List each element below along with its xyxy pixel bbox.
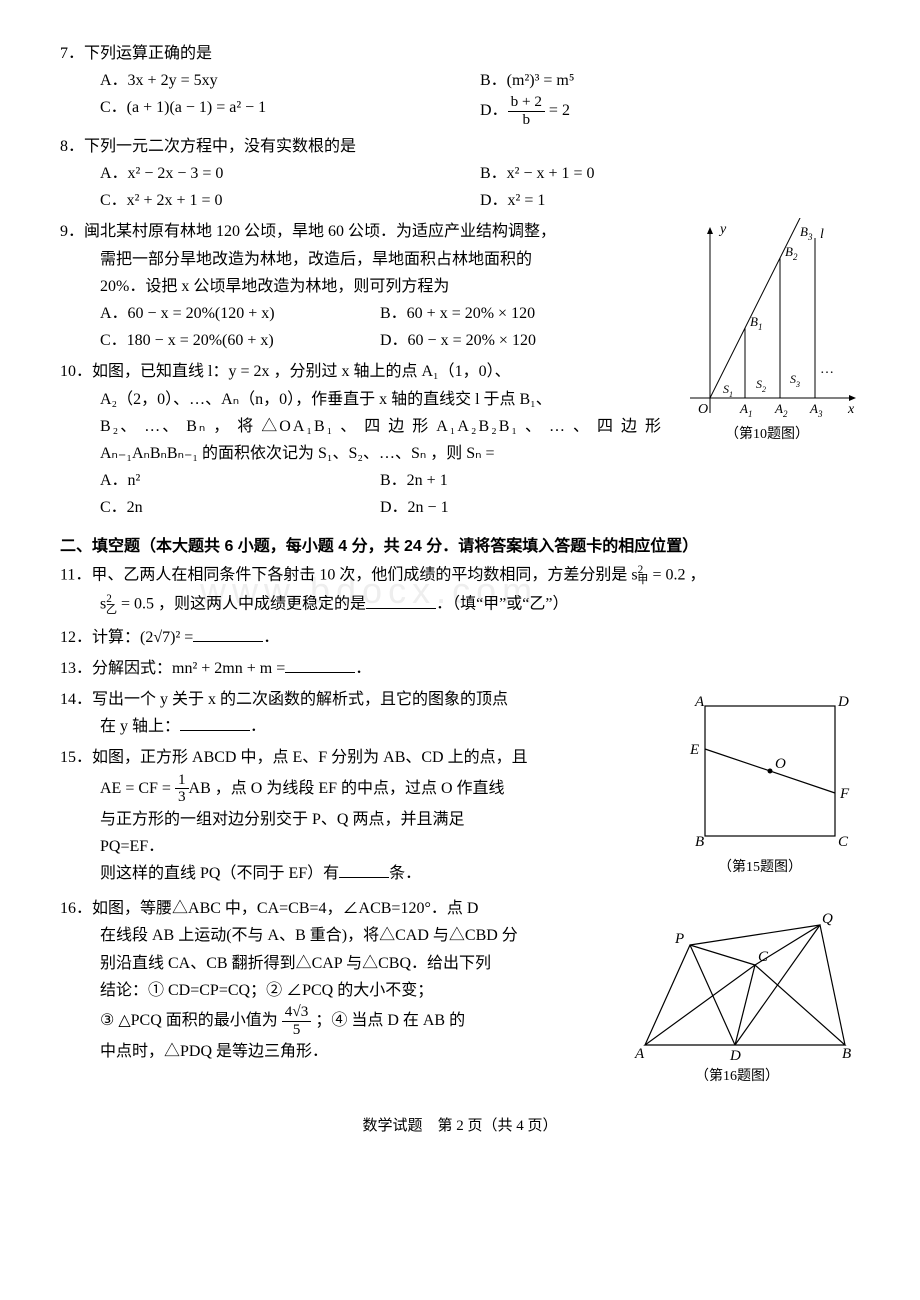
q9-opt-b: B．60 + x = 20% × 120	[380, 300, 660, 327]
question-7: 7．下列运算正确的是 A．3x + 2y = 5xy B．(m²)³ = m⁵ …	[60, 40, 860, 129]
question-13: 13．分解因式：mn² + 2mn + m =．	[60, 655, 860, 682]
page-footer: 数学试题 第 2 页（共 4 页）	[60, 1114, 860, 1140]
blank-13	[285, 656, 355, 673]
q14-num: 14．	[60, 691, 92, 708]
q15-l3: 与正方形的一组对边分别交于 P、Q 两点，并且满足	[60, 806, 860, 833]
q10-opt-c: C．2n	[100, 494, 380, 521]
q10-opt-d: D．2n − 1	[380, 494, 660, 521]
question-11: 11．甲、乙两人在相同条件下各射击 10 次，他们成绩的平均数相同，方差分别是 …	[60, 561, 860, 620]
section-2-heading: 二、填空题（本大题共 6 小题，每小题 4 分，共 24 分．请将答案填入答题卡…	[60, 533, 860, 560]
q12-num: 12．	[60, 629, 92, 646]
q8-stem: 下列一元二次方程中，没有实数根的是	[84, 138, 356, 155]
q13-num: 13．	[60, 660, 92, 677]
q8-opt-d: D．x² = 1	[480, 187, 860, 214]
q7-stem: 下列运算正确的是	[84, 45, 212, 62]
blank-15	[339, 861, 389, 878]
q8-opt-b: B．x² − x + 1 = 0	[480, 160, 860, 187]
q15-l2: AE = CF = 13AB ，点 O 为线段 EF 的中点，过点 O 作直线	[60, 772, 860, 806]
q10-opt-a: A．n²	[100, 467, 380, 494]
q11-num: 11．	[60, 566, 91, 583]
q9-opt-a: A．60 − x = 20%(120 + x)	[100, 300, 380, 327]
q8-num: 8．	[60, 138, 84, 155]
q9-l2: 需把一部分旱地改造为林地，改造后，旱地面积占林地面积的	[60, 246, 860, 273]
q7-opt-a: A．3x + 2y = 5xy	[100, 67, 480, 94]
q10-l2: A₂（2，0）、…、Aₙ（n，0），作垂直于 x 轴的直线交 l 于点 B₁、	[60, 386, 860, 413]
q9-opt-c: C．180 − x = 20%(60 + x)	[100, 327, 380, 354]
q11-l2: s2乙 = 0.5 ，则这两人中成绩更稳定的是．（填“甲”或“乙”）	[60, 590, 860, 620]
blank-12	[193, 625, 263, 642]
q14-l2: 在 y 轴上：．	[60, 713, 860, 740]
q8-opt-c: C．x² + 2x + 1 = 0	[100, 187, 480, 214]
q9-l1: 闽北某村原有林地 120 公顷，旱地 60 公顷．为适应产业结构调整，	[84, 223, 556, 240]
q15-l5: 则这样的直线 PQ（不同于 EF）有条．	[60, 860, 860, 887]
question-15: 15．如图，正方形 ABCD 中，点 E、F 分别为 AB、CD 上的点，且 A…	[60, 744, 860, 887]
q7-opt-c: C．(a + 1)(a − 1) = a² − 1	[100, 94, 480, 128]
question-16: 16．如图，等腰△ABC 中，CA=CB=4，∠ACB=120°．点 D 在线段…	[60, 895, 860, 1065]
q7-num: 7．	[60, 45, 84, 62]
q10-l3: B₂、 …、 Bₙ ， 将 △OA₁B₁ 、 四 边 形 A₁A₂B₂B₁ 、 …	[60, 413, 860, 440]
blank-14	[180, 714, 250, 731]
q9-l3: 20%．设把 x 公顷旱地改造为林地，则可列方程为	[60, 273, 860, 300]
question-8: 8．下列一元二次方程中，没有实数根的是 A．x² − 2x − 3 = 0 B．…	[60, 133, 860, 215]
svg-text:（第16题图）: （第16题图）	[695, 1067, 779, 1084]
q16-l2: 在线段 AB 上运动(不与 A、B 重合)，将△CAD 与△CBD 分	[60, 922, 860, 949]
q15-num: 15．	[60, 749, 92, 766]
q7-opt-d: D．b + 2b = 2	[480, 94, 860, 128]
q16-l4: 结论：① CD=CP=CQ；② ∠PCQ 的大小不变；	[60, 977, 860, 1004]
q8-opt-a: A．x² − 2x − 3 = 0	[100, 160, 480, 187]
q10-l4: Aₙ₋₁AₙBₙBₙ₋₁ 的面积依次记为 S₁、S₂、…、Sₙ ，则 Sₙ =	[60, 440, 860, 467]
q16-l3: 别沿直线 CA、CB 翻折得到△CAP 与△CBQ．给出下列	[60, 950, 860, 977]
q16-num: 16．	[60, 900, 92, 917]
q16-l6: 中点时，△PDQ 是等边三角形．	[60, 1038, 860, 1065]
q16-l5: ③ △PCQ 面积的最小值为 4√35 ；④ 当点 D 在 AB 的	[60, 1004, 860, 1038]
q10-num: 10．	[60, 363, 92, 380]
question-12: 12．计算：(2√7)² =．	[60, 624, 860, 651]
q9-num: 9．	[60, 223, 84, 240]
question-10: 10．如图，已知直线 l：y = 2x ，分别过 x 轴上的点 A₁（1，0）、…	[60, 358, 860, 521]
q15-l4: PQ=EF．	[60, 833, 860, 860]
q10-l1: 如图，已知直线 l：y = 2x ，分别过 x 轴上的点 A₁（1，0）、	[92, 363, 511, 380]
q9-opt-d: D．60 − x = 20% × 120	[380, 327, 660, 354]
question-9: 9．闽北某村原有林地 120 公顷，旱地 60 公顷．为适应产业结构调整， 需把…	[60, 218, 860, 354]
question-14: 14．写出一个 y 关于 x 的二次函数的解析式，且它的图象的顶点 在 y 轴上…	[60, 686, 860, 740]
q7-opt-b: B．(m²)³ = m⁵	[480, 67, 860, 94]
blank-11	[366, 592, 436, 609]
q10-opt-b: B．2n + 1	[380, 467, 660, 494]
